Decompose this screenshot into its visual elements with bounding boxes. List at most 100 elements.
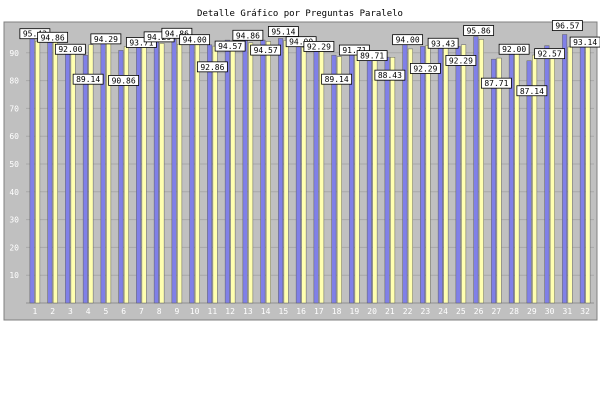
x-tick-label: 19 — [350, 307, 360, 316]
bar — [425, 45, 431, 304]
x-tick-label: 1 — [32, 307, 37, 316]
data-label: 92.00 — [58, 45, 82, 54]
bar — [420, 46, 426, 304]
data-label: 94.86 — [41, 33, 65, 42]
y-tick-label: 50 — [9, 160, 19, 169]
bar — [331, 54, 337, 304]
y-tick-label: 60 — [9, 132, 19, 141]
data-label-box — [179, 34, 211, 46]
x-tick-label: 31 — [563, 307, 573, 316]
data-label-box — [303, 41, 335, 52]
data-label: 92.29 — [413, 64, 437, 73]
data-label-box — [54, 43, 86, 55]
bar — [496, 57, 502, 304]
data-label: 92.86 — [200, 63, 224, 72]
data-label: 87.14 — [520, 87, 544, 96]
y-tick-label: 90 — [9, 49, 19, 58]
data-label: 89.14 — [325, 75, 349, 84]
y-tick-label: 80 — [9, 77, 19, 86]
x-tick-label: 4 — [86, 307, 91, 316]
data-label: 94.29 — [147, 33, 171, 42]
bar — [52, 41, 58, 304]
y-tick-label: 70 — [9, 104, 19, 113]
x-tick-label: 26 — [474, 307, 484, 316]
data-label-box — [409, 63, 441, 74]
bar — [349, 47, 355, 304]
bar — [242, 39, 248, 304]
x-tick-label: 20 — [367, 307, 377, 316]
data-label: 89.14 — [76, 75, 100, 84]
data-label-box — [214, 40, 246, 52]
data-label: 94.57 — [218, 42, 242, 51]
bar — [230, 44, 236, 304]
x-tick-label: 13 — [243, 307, 253, 316]
x-tick-label: 12 — [225, 307, 235, 316]
data-label-box — [356, 50, 388, 62]
bar — [65, 46, 71, 304]
x-tick-label: 16 — [296, 307, 306, 316]
data-label-box — [196, 61, 228, 73]
x-tick-label: 22 — [403, 307, 413, 316]
x-tick-label: 28 — [509, 307, 519, 316]
bar — [390, 56, 396, 304]
x-tick-label: 9 — [174, 307, 179, 316]
data-label: 93.43 — [431, 39, 455, 48]
data-label-box — [161, 27, 193, 39]
data-label-box — [250, 44, 282, 56]
bar — [189, 41, 195, 304]
bar — [567, 46, 573, 304]
y-tick-label: 40 — [9, 188, 19, 197]
bar — [295, 41, 301, 304]
data-label-box — [374, 69, 406, 81]
data-label: 94.00 — [183, 36, 207, 45]
data-label-box — [427, 37, 459, 49]
bar — [437, 43, 443, 304]
bar — [248, 42, 254, 304]
data-label-box — [534, 48, 566, 60]
bar — [194, 44, 200, 304]
data-label: 90.86 — [112, 76, 136, 85]
bar — [585, 45, 591, 304]
data-label: 91.71 — [342, 46, 366, 55]
data-label-box — [321, 73, 353, 85]
x-tick-label: 2 — [50, 307, 55, 316]
data-label: 96.57 — [555, 22, 579, 31]
y-tick-label: 20 — [9, 243, 19, 252]
data-label-box — [108, 75, 140, 86]
bar — [159, 43, 165, 304]
x-tick-label: 25 — [456, 307, 466, 316]
bar — [70, 48, 76, 304]
x-tick-label: 8 — [157, 307, 162, 316]
data-label: 95.14 — [271, 28, 295, 37]
data-label: 92.29 — [449, 56, 473, 65]
data-label-box — [569, 36, 600, 48]
data-label: 94.57 — [254, 46, 278, 55]
data-label-box — [125, 37, 157, 48]
data-label-box — [72, 73, 104, 85]
x-tick-label: 5 — [103, 307, 108, 316]
bar — [35, 40, 41, 304]
x-tick-label: 27 — [492, 307, 502, 316]
data-label: 93.14 — [573, 38, 597, 47]
x-tick-label: 32 — [580, 307, 590, 316]
bar — [461, 44, 467, 304]
bar — [177, 43, 183, 304]
data-label: 94.86 — [165, 29, 189, 38]
bar — [526, 60, 532, 304]
x-tick-label: 24 — [438, 307, 448, 316]
bar — [301, 46, 307, 304]
x-tick-label: 10 — [190, 307, 200, 316]
x-tick-label: 17 — [314, 307, 324, 316]
chart-title: Detalle Gráfico por Preguntas Paralelo — [197, 9, 403, 19]
y-tick-label: 30 — [9, 216, 19, 225]
data-label-box — [267, 26, 299, 37]
x-tick-label: 14 — [261, 307, 271, 316]
bar — [319, 47, 325, 304]
data-label: 87.71 — [484, 79, 508, 88]
bar — [313, 46, 319, 304]
bar — [153, 40, 159, 304]
data-label: 92.00 — [502, 45, 526, 54]
bar — [212, 45, 218, 304]
data-label-box — [37, 31, 69, 43]
